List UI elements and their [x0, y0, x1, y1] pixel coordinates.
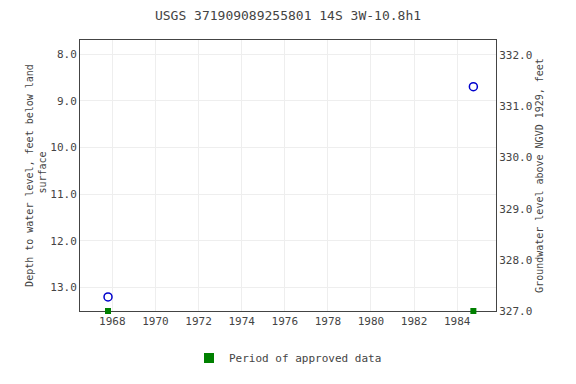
svg-text:12.0: 12.0	[50, 235, 77, 248]
svg-text:331.0: 331.0	[499, 100, 532, 113]
svg-text:1976: 1976	[272, 315, 299, 328]
svg-text:Period of approved data: Period of approved data	[229, 352, 381, 365]
svg-text:1970: 1970	[142, 315, 169, 328]
svg-text:1984: 1984	[444, 315, 471, 328]
svg-text:Depth to water level, feet bel: Depth to water level, feet below land su…	[24, 64, 48, 287]
svg-text:8.0: 8.0	[57, 48, 77, 61]
svg-text:328.0: 328.0	[499, 254, 532, 267]
svg-text:USGS 371909089255801 14S 3W-10: USGS 371909089255801 14S 3W-10.8h1	[155, 8, 421, 23]
svg-text:10.0: 10.0	[50, 141, 77, 154]
svg-text:11.0: 11.0	[50, 188, 77, 201]
svg-text:Groundwater level above NGVD 1: Groundwater level above NGVD 1929, feet	[534, 58, 545, 293]
svg-text:327.0: 327.0	[499, 305, 532, 318]
svg-text:329.0: 329.0	[499, 203, 532, 216]
svg-text:13.0: 13.0	[50, 281, 77, 294]
svg-text:1982: 1982	[401, 315, 428, 328]
svg-text:1972: 1972	[185, 315, 212, 328]
svg-text:330.0: 330.0	[499, 151, 532, 164]
svg-text:1978: 1978	[315, 315, 342, 328]
svg-text:1980: 1980	[358, 315, 385, 328]
svg-text:1974: 1974	[228, 315, 255, 328]
svg-text:1968: 1968	[99, 315, 126, 328]
svg-text:9.0: 9.0	[57, 95, 77, 108]
svg-text:332.0: 332.0	[499, 49, 532, 62]
